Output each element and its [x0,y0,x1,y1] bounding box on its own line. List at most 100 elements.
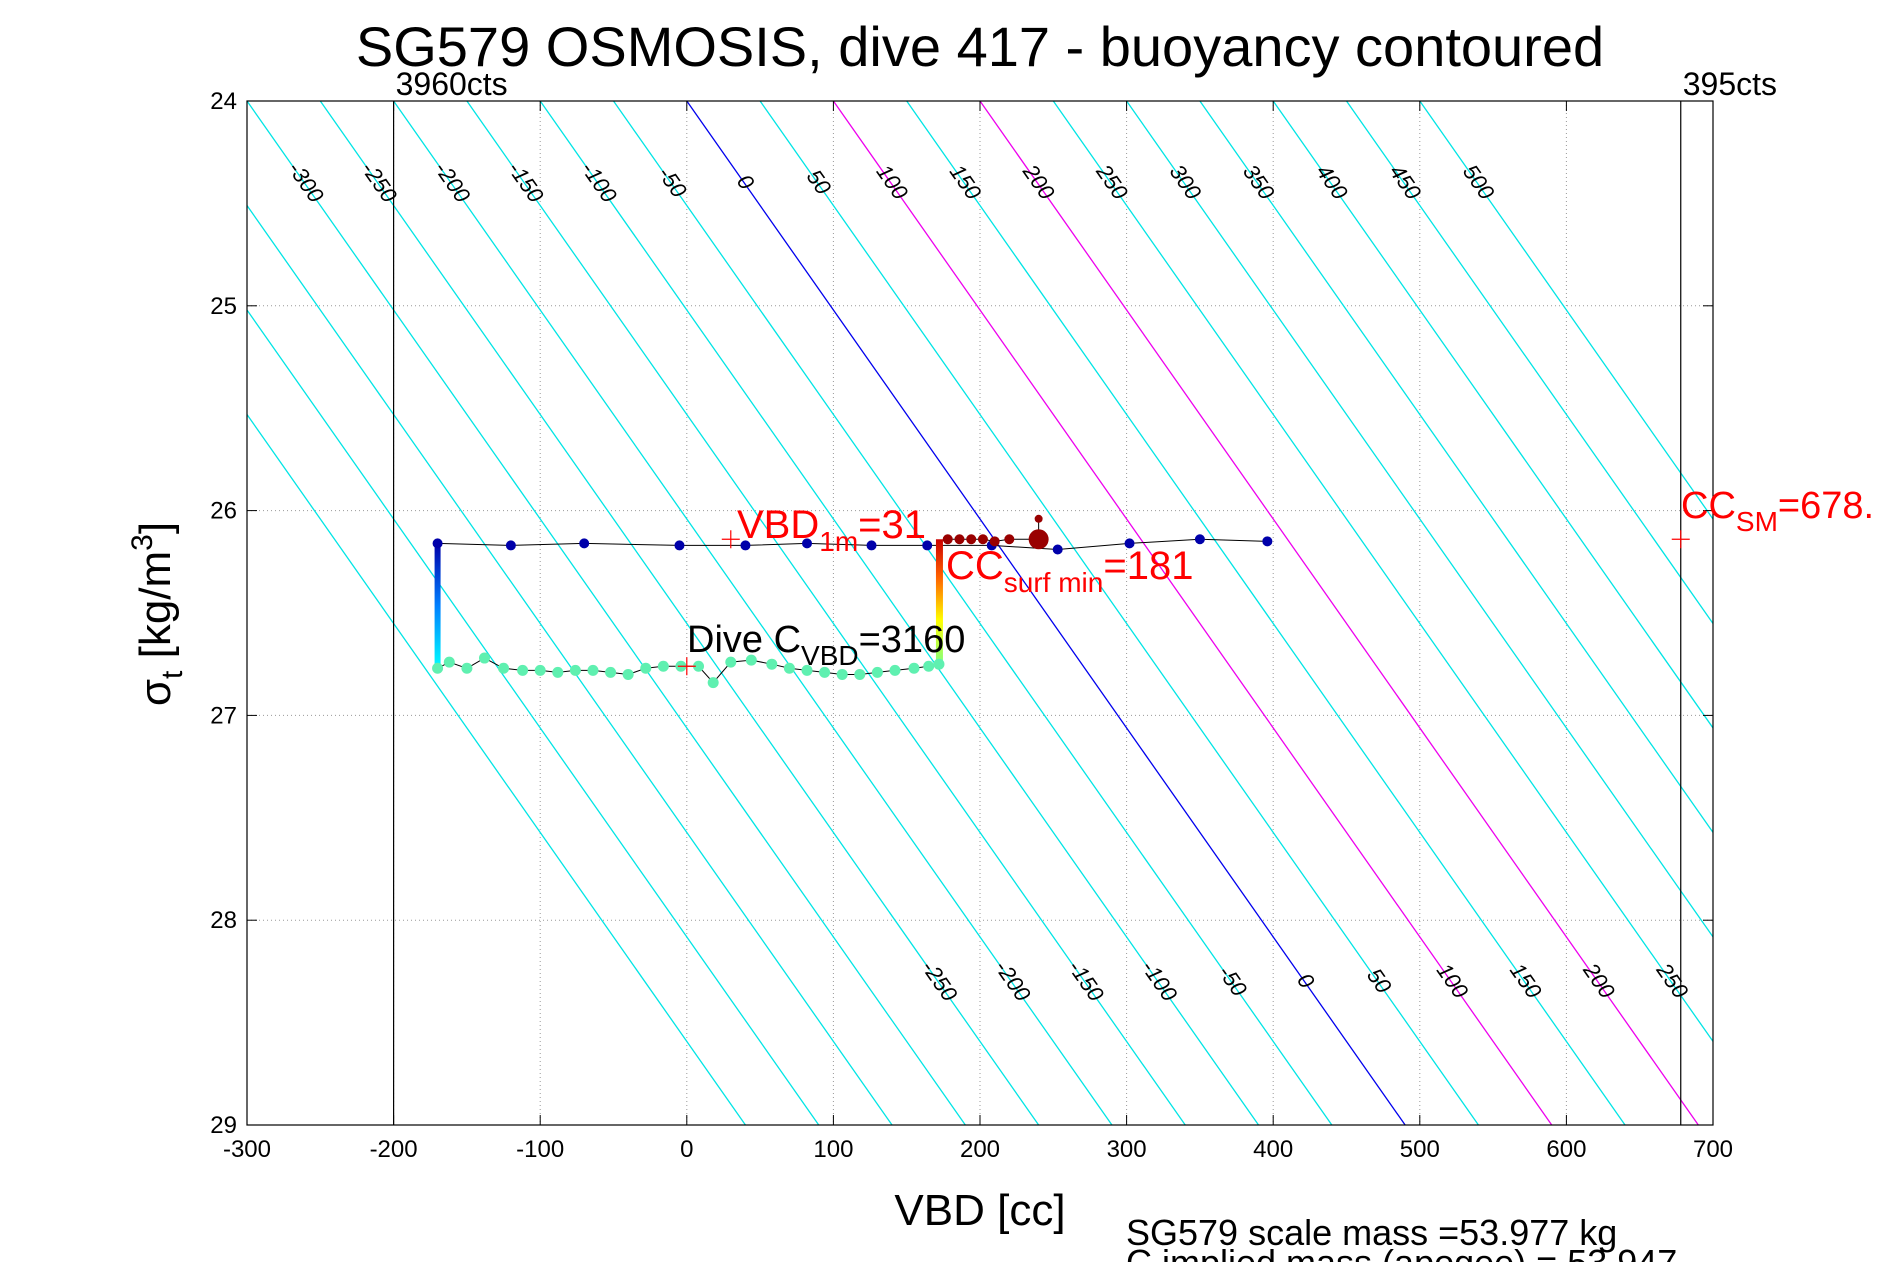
surface-point [977,534,988,545]
contour-line [247,413,746,1125]
contour-label-upper: -300 [283,157,329,208]
plus-marker [677,657,696,676]
contour-line [612,101,1333,1125]
climb-point [432,538,443,549]
climb-point [505,540,516,551]
contour-label-upper: 500 [1458,160,1500,205]
contour-label-lower: 250 [1651,958,1694,1004]
dive-point [908,662,920,674]
annotation-vbd-1m: VBD1m=31 [737,503,926,557]
contour-label-upper: -50 [653,162,692,203]
contour-label-lower: -100 [1136,955,1182,1006]
dive-point [478,652,490,664]
y-axis-label: σt [kg/m3] [126,522,189,706]
contour-label-upper: 350 [1238,160,1280,205]
x-tick-label: 300 [1107,1136,1147,1163]
footer-scale-mass: SG579 scale mass =53.977 kg [1126,1212,1617,1253]
climb-point [922,540,933,551]
surface-point [942,534,953,545]
contour-label-upper: -150 [503,157,549,208]
contour-line [393,101,1113,1125]
contour-label-lower: 50 [1362,963,1397,998]
y-label-close: ] [131,522,180,534]
plus-marker [721,530,740,549]
contour-label-upper: 100 [871,160,913,205]
x-tick-label: 0 [680,1136,693,1163]
climb-point [740,540,751,551]
surface-point [989,536,1000,547]
dive-point [923,660,935,672]
surface-point [1028,529,1049,550]
dive-point [819,666,831,678]
y-tick-label: 25 [210,293,237,320]
contour-line [319,101,1040,1125]
chart-title: SG579 OSMOSIS, dive 417 - buoyancy conto… [356,15,1604,78]
dive-point [605,666,617,678]
contour-line [759,101,1479,1125]
x-tick-label: 100 [813,1136,853,1163]
reference-markers [677,530,1690,676]
dive-point [517,664,529,676]
dive-point [889,664,901,676]
dive-point [836,668,848,680]
y-tick-label: 27 [210,702,237,729]
descent-bar [434,543,441,669]
contour-line [247,101,966,1125]
grid-lines [247,101,1713,1125]
annotation-dive-cvbd: Dive CVBD=3160 [687,619,965,671]
dive-point [443,656,455,668]
climb-point [866,540,877,551]
contour-line [1052,101,1713,1043]
x-tick-label: -300 [223,1136,271,1163]
contour-line [1419,101,1713,521]
dive-point [432,662,444,674]
contour-label-upper: -250 [356,157,402,208]
climb-point [579,538,590,549]
contour-line [1345,101,1713,625]
y-tick-label: 28 [210,907,237,934]
axis-ticks: -300 -200 -100 0 100 200 300 400 500 600 700242526… [210,88,1733,1163]
y-tick-label: 24 [210,88,237,115]
dive-point [725,656,737,668]
y-tick-label: 29 [210,1112,237,1139]
surface-point [1034,514,1043,523]
buoyancy-contours [247,101,1713,1125]
contour-line [906,101,1626,1125]
dive-point [569,664,581,676]
dive-point [871,666,883,678]
contour-label-upper: 150 [945,160,987,205]
annotation-cc-surf-min: CCsurf min=181 [946,544,1193,598]
climb-point [1262,536,1273,547]
dive-point [783,662,795,674]
surface-point [954,534,965,545]
contour-label-lower: -200 [990,955,1036,1006]
contour-line [539,101,1260,1125]
contour-line [979,101,1699,1125]
contour-line [247,204,893,1125]
dive-point [534,664,546,676]
dive-point [552,666,564,678]
contour-line [247,308,820,1125]
data-series [432,514,1273,689]
contour-line [686,101,1406,1125]
climb-point [802,538,813,549]
x-tick-label: 600 [1546,1136,1586,1163]
limit-line-label: 395cts [1683,66,1777,102]
footer-implied-mass: C implied mass (apogee) = 53.947 [1126,1242,1677,1262]
dive-point [498,662,510,674]
x-tick-label: 500 [1400,1136,1440,1163]
contour-line [832,101,1553,1125]
surface-point [966,534,977,545]
annotation-cc-sm: CCSM=678. [1681,485,1874,537]
dive-point [854,668,866,680]
contour-line [1272,101,1713,730]
dive-point [801,664,813,676]
limit-line-label: 3960cts [396,66,508,102]
contour-label-upper: -200 [430,157,476,208]
dive-point [745,654,757,666]
y-label-sup: 3 [126,534,159,551]
x-axis-label: VBD [cc] [894,1186,1065,1235]
contour-label-lower: 200 [1578,958,1621,1004]
contour-label-lower: 150 [1505,958,1547,1003]
dive-point [766,658,778,670]
